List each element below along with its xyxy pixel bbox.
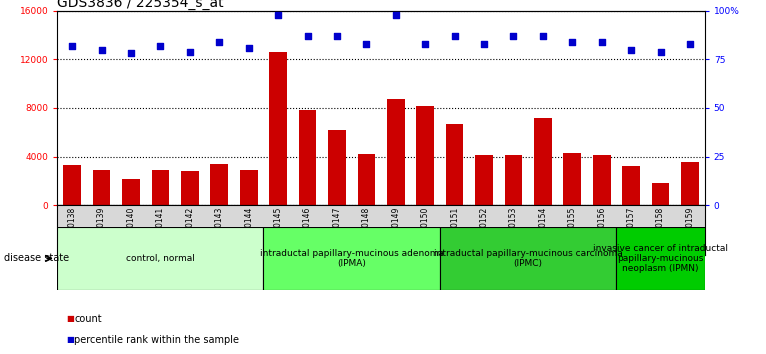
Text: GSM490145: GSM490145 bbox=[273, 206, 283, 253]
Point bbox=[243, 45, 255, 50]
Point bbox=[625, 47, 637, 52]
Bar bbox=[417, 105, 434, 205]
Text: ■: ■ bbox=[67, 335, 74, 344]
Text: GSM490142: GSM490142 bbox=[185, 206, 195, 252]
Point bbox=[213, 39, 225, 45]
Bar bbox=[622, 166, 640, 205]
Point bbox=[154, 43, 166, 48]
Text: ■: ■ bbox=[67, 314, 74, 323]
Text: GSM490146: GSM490146 bbox=[303, 206, 312, 253]
Point bbox=[272, 12, 284, 17]
Bar bbox=[64, 165, 81, 205]
Text: control, normal: control, normal bbox=[126, 254, 195, 263]
Bar bbox=[181, 171, 198, 205]
Bar bbox=[446, 124, 463, 205]
Text: GSM490141: GSM490141 bbox=[156, 206, 165, 252]
Bar bbox=[681, 161, 699, 205]
Point bbox=[566, 39, 578, 45]
Bar bbox=[152, 170, 169, 205]
Bar bbox=[270, 52, 287, 205]
Text: intraductal papillary-mucinous carcinoma
(IPMC): intraductal papillary-mucinous carcinoma… bbox=[434, 249, 623, 268]
Text: GSM490144: GSM490144 bbox=[244, 206, 254, 253]
Point bbox=[419, 41, 431, 46]
Text: GSM490150: GSM490150 bbox=[421, 206, 430, 253]
Point bbox=[478, 41, 490, 46]
Text: GSM490148: GSM490148 bbox=[362, 206, 371, 252]
Text: GSM490151: GSM490151 bbox=[450, 206, 459, 252]
Bar bbox=[358, 154, 375, 205]
Bar bbox=[93, 170, 110, 205]
Text: GSM490158: GSM490158 bbox=[656, 206, 665, 252]
Bar bbox=[387, 99, 404, 205]
Point bbox=[66, 43, 78, 48]
Text: intraductal papillary-mucinous adenoma
(IPMA): intraductal papillary-mucinous adenoma (… bbox=[260, 249, 444, 268]
Bar bbox=[505, 155, 522, 205]
Bar bbox=[123, 178, 140, 205]
Point bbox=[331, 33, 343, 39]
Text: GDS3836 / 225354_s_at: GDS3836 / 225354_s_at bbox=[57, 0, 224, 10]
Point bbox=[184, 48, 196, 54]
Bar bbox=[652, 183, 669, 205]
Bar bbox=[328, 130, 345, 205]
Text: GSM490147: GSM490147 bbox=[332, 206, 342, 253]
Text: GSM490154: GSM490154 bbox=[538, 206, 548, 253]
Bar bbox=[564, 153, 581, 205]
Text: GSM490138: GSM490138 bbox=[67, 206, 77, 252]
Point bbox=[684, 41, 696, 46]
Point bbox=[390, 12, 402, 17]
Text: GSM490156: GSM490156 bbox=[597, 206, 606, 253]
Text: GSM490139: GSM490139 bbox=[97, 206, 106, 253]
Text: disease state: disease state bbox=[4, 253, 69, 263]
Text: GSM490152: GSM490152 bbox=[480, 206, 489, 252]
Text: GSM490157: GSM490157 bbox=[627, 206, 636, 253]
Point bbox=[301, 33, 313, 39]
Bar bbox=[57, 227, 264, 290]
Point bbox=[96, 47, 108, 52]
Point bbox=[537, 33, 549, 39]
Bar bbox=[240, 170, 257, 205]
Point bbox=[507, 33, 519, 39]
Text: GSM490149: GSM490149 bbox=[391, 206, 401, 253]
Text: percentile rank within the sample: percentile rank within the sample bbox=[74, 335, 239, 345]
Text: invasive cancer of intraductal
papillary-mucinous
neoplasm (IPMN): invasive cancer of intraductal papillary… bbox=[593, 244, 728, 273]
Bar bbox=[534, 118, 552, 205]
Text: GSM490155: GSM490155 bbox=[568, 206, 577, 253]
Bar bbox=[475, 155, 493, 205]
Point bbox=[596, 39, 608, 45]
Point bbox=[360, 41, 372, 46]
Bar bbox=[593, 155, 611, 205]
Text: count: count bbox=[74, 314, 102, 324]
Bar bbox=[211, 164, 228, 205]
Bar bbox=[617, 227, 705, 290]
Text: GSM490143: GSM490143 bbox=[214, 206, 224, 253]
Point bbox=[654, 48, 666, 54]
Bar bbox=[264, 227, 440, 290]
Bar bbox=[440, 227, 617, 290]
Bar bbox=[299, 110, 316, 205]
Text: GSM490140: GSM490140 bbox=[126, 206, 136, 253]
Point bbox=[449, 33, 461, 39]
Text: GSM490153: GSM490153 bbox=[509, 206, 518, 253]
Point bbox=[125, 51, 137, 56]
Text: GSM490159: GSM490159 bbox=[686, 206, 695, 253]
